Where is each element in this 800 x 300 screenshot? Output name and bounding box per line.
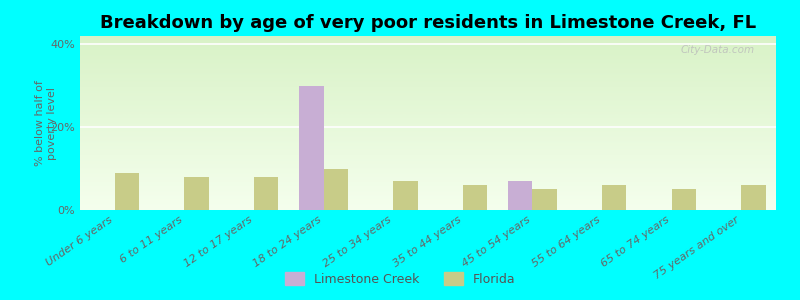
Bar <box>602 185 626 210</box>
Legend: Limestone Creek, Florida: Limestone Creek, Florida <box>280 267 520 291</box>
Bar <box>394 181 418 210</box>
Bar <box>533 189 557 210</box>
Bar <box>115 173 139 210</box>
Bar <box>508 181 533 210</box>
Y-axis label: % below half of
poverty level: % below half of poverty level <box>35 80 57 166</box>
Text: City-Data.com: City-Data.com <box>681 45 755 55</box>
Bar <box>463 185 487 210</box>
Title: Breakdown by age of very poor residents in Limestone Creek, FL: Breakdown by age of very poor residents … <box>100 14 756 32</box>
Bar <box>185 177 209 210</box>
Bar <box>323 169 348 210</box>
Bar <box>254 177 278 210</box>
Bar <box>742 185 766 210</box>
Bar <box>299 86 324 210</box>
Bar <box>672 189 696 210</box>
